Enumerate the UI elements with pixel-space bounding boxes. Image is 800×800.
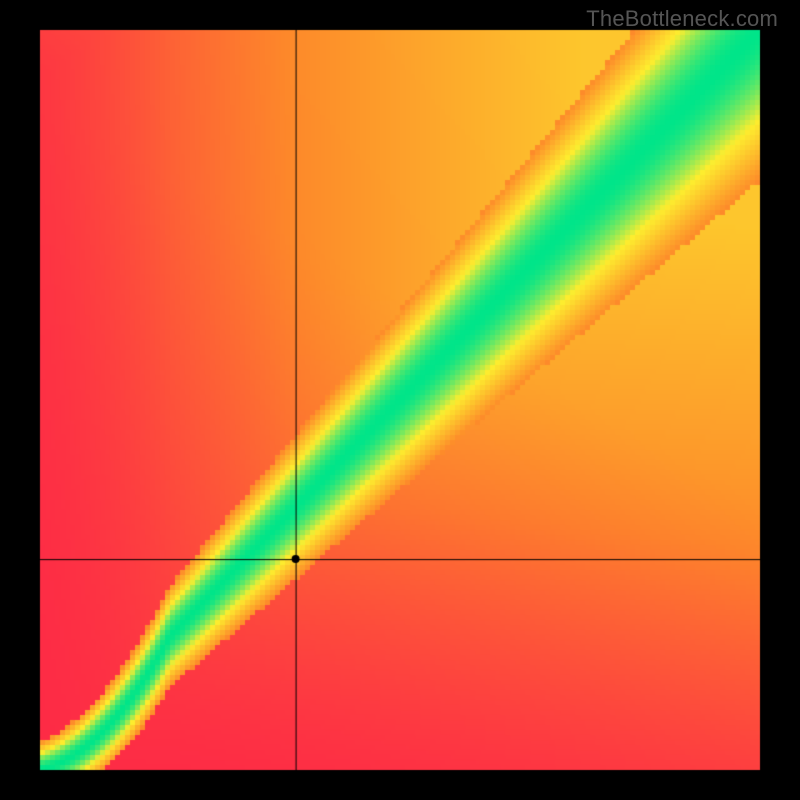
chart-container: TheBottleneck.com [0, 0, 800, 800]
watermark-text: TheBottleneck.com [586, 6, 778, 32]
bottleneck-heatmap-canvas [0, 0, 800, 800]
